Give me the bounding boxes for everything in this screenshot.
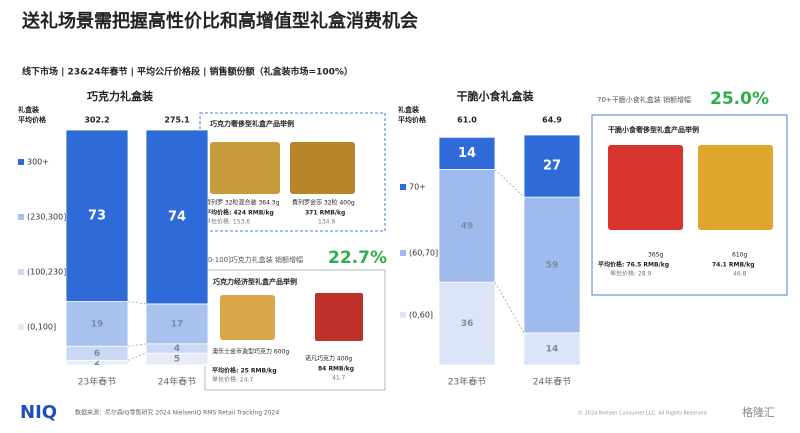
value-label: 27	[543, 159, 561, 174]
value-label: 59	[546, 260, 559, 270]
legend-label: (60,70]	[409, 249, 438, 258]
value-label: 73	[88, 208, 106, 223]
x-tick-label: 24年春节	[158, 376, 196, 388]
product-text: 費列罗金莎 32粒 400g	[292, 199, 355, 207]
annotation: (0-100]巧克力礼盒装 销额增幅	[205, 255, 303, 264]
legend-marker	[400, 184, 406, 190]
legend-marker	[400, 250, 406, 256]
product-text: 費列罗 32粒混合装 364.3g	[205, 199, 280, 207]
x-tick-label: 23年春节	[448, 376, 486, 388]
value-label: 6	[94, 349, 100, 359]
value-label: 4	[174, 344, 180, 354]
legend-label: 70+	[409, 183, 426, 192]
product-image	[698, 145, 773, 230]
value-label: 49	[461, 221, 474, 231]
avg-price-label: 61.0	[457, 116, 477, 125]
legend-marker	[18, 214, 24, 220]
legend-marker	[18, 269, 24, 275]
product-text: 单包价格: 28.9	[610, 270, 651, 278]
product-text: 单包价格: 153.6	[205, 218, 250, 226]
x-tick-label: 23年春节	[78, 376, 116, 388]
product-image	[290, 142, 355, 194]
value-label: 36	[461, 319, 474, 329]
product-text: 134.9	[318, 219, 335, 226]
value-label: 14	[458, 146, 476, 161]
subtitle: 线下市场 | 23&24年春节 | 平均公斤价格段 | 销售额份额（礼盒装市场=…	[22, 66, 353, 78]
connector	[494, 282, 525, 333]
product-image	[315, 293, 363, 341]
value-label: 14	[546, 344, 559, 354]
y-axis-label: 礼盒装	[18, 105, 39, 114]
bar-segment	[523, 332, 581, 366]
product-text: 46.8	[733, 271, 747, 278]
logo: NIQ	[20, 402, 57, 423]
bar-segment	[438, 136, 496, 170]
avg-price-label: 302.2	[84, 116, 109, 125]
copyright: © 2024 Nielsen Consumer LLC. All Rights …	[578, 410, 707, 417]
avg-price-label: 275.1	[164, 116, 190, 125]
x-tick-label: 24年春节	[533, 376, 571, 388]
product-text: 84 RMB/kg	[318, 366, 354, 373]
box-title: 干脆小食奢侈型礼盒产品举例	[608, 125, 699, 134]
chart-title: 巧克力礼盒装	[87, 89, 153, 103]
watermark: 格隆汇	[742, 405, 775, 419]
legend-label: (230,300]	[27, 213, 66, 222]
product-image	[220, 295, 275, 340]
box-title: 巧克力经济型礼盒产品举例	[213, 277, 297, 286]
bar-segment	[145, 303, 209, 345]
bar-segment	[438, 281, 496, 366]
product-text: 平均价格: 424 RMB/kg	[205, 209, 274, 217]
legend-label: 300+	[27, 158, 49, 167]
legend-marker	[400, 312, 406, 318]
growth-label: 22.7%	[328, 248, 387, 268]
bar-segment	[65, 129, 129, 302]
value-label: 74	[168, 209, 186, 224]
value-label: 17	[171, 319, 184, 329]
connector	[494, 169, 525, 198]
chart-title: 干脆小食礼盒装	[457, 89, 534, 103]
annotation: 70+干脆小食礼盒装 销额增幅	[597, 95, 691, 104]
growth-label: 25.0%	[710, 89, 769, 109]
source: 数据来源：尼尔森IQ零售研究 2024 NielsenIQ RMS Retail…	[75, 409, 279, 417]
product-text: 371 RMB/kg	[305, 210, 345, 217]
product-text: 诺凡巧克力 400g	[305, 355, 352, 363]
y-axis-label: 平均价格	[18, 115, 47, 124]
product-text: 单包价格: 24.7	[212, 376, 253, 384]
value-label: 19	[91, 319, 104, 329]
legend-label: (100,230]	[27, 268, 66, 277]
slide-title: 送礼场景需把握高性价比和高增值型礼盒消费机会	[21, 10, 418, 32]
bar-segment	[438, 169, 496, 283]
box-title: 巧克力奢侈型礼盒产品举例	[210, 119, 294, 128]
legend-label: (0,60]	[409, 311, 433, 320]
product-text: 平均价格: 76.5 RMB/kg	[598, 261, 669, 269]
product-text: 41.7	[332, 375, 346, 382]
y-axis-label: 礼盒装	[398, 105, 419, 114]
bar-segment	[145, 129, 209, 305]
legend-marker	[18, 159, 24, 165]
y-axis-label: 平均价格	[398, 115, 427, 124]
product-text: 365g	[648, 252, 663, 259]
product-text: 平均价格: 25 RMB/kg	[212, 367, 277, 375]
connector	[127, 301, 147, 305]
product-text: 74.1 RMB/kg	[712, 262, 755, 269]
product-text: 澳乐士金币造型巧克力 600g	[212, 348, 289, 356]
connector	[127, 343, 147, 347]
bar-segment	[523, 134, 581, 198]
value-label: 2	[94, 358, 100, 368]
product-text: 610g	[732, 252, 747, 259]
product-image	[210, 142, 280, 194]
avg-price-label: 64.9	[542, 116, 562, 125]
bar-segment	[65, 301, 129, 347]
product-image	[608, 145, 683, 230]
value-label: 5	[174, 355, 180, 365]
bar-segment	[523, 196, 581, 334]
legend-label: (0,100]	[27, 323, 56, 332]
connector	[127, 352, 147, 361]
legend-marker	[18, 324, 24, 330]
